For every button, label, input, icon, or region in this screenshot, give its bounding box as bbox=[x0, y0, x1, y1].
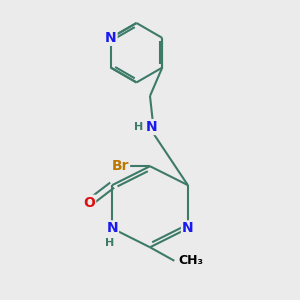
Text: CH₃: CH₃ bbox=[178, 254, 203, 267]
Text: N: N bbox=[182, 221, 194, 236]
Text: Br: Br bbox=[112, 159, 129, 173]
Text: H: H bbox=[105, 238, 114, 248]
Text: H: H bbox=[134, 122, 143, 132]
Text: N: N bbox=[146, 120, 157, 134]
Text: N: N bbox=[106, 221, 118, 236]
Text: O: O bbox=[83, 196, 95, 210]
Text: N: N bbox=[105, 31, 117, 45]
